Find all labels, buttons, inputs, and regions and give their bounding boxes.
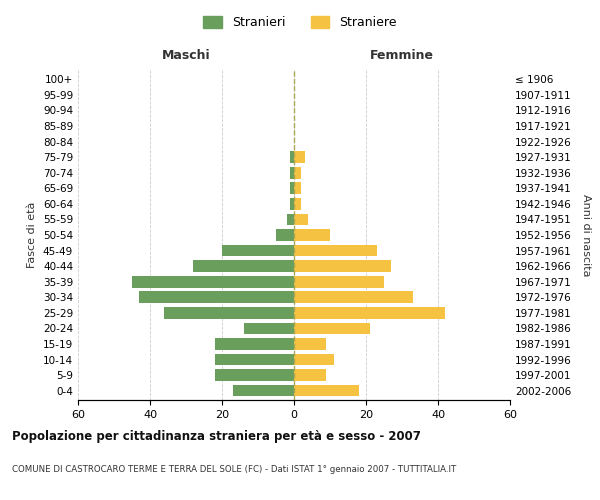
Bar	[294, 370, 326, 381]
Y-axis label: Fasce di età: Fasce di età	[28, 202, 37, 268]
Bar	[290, 152, 294, 163]
Text: Maschi: Maschi	[161, 49, 211, 62]
Bar	[294, 322, 370, 334]
Bar	[294, 354, 334, 366]
Text: Popolazione per cittadinanza straniera per età e sesso - 2007: Popolazione per cittadinanza straniera p…	[12, 430, 421, 443]
Bar	[294, 167, 301, 178]
Bar	[222, 244, 294, 256]
Bar	[290, 167, 294, 178]
Bar	[294, 292, 413, 303]
Bar	[132, 276, 294, 287]
Bar	[164, 307, 294, 318]
Bar	[294, 182, 301, 194]
Bar	[294, 214, 308, 226]
Bar	[244, 322, 294, 334]
Text: COMUNE DI CASTROCARO TERME E TERRA DEL SOLE (FC) - Dati ISTAT 1° gennaio 2007 - : COMUNE DI CASTROCARO TERME E TERRA DEL S…	[12, 465, 456, 474]
Bar	[276, 229, 294, 241]
Bar	[294, 276, 384, 287]
Bar	[193, 260, 294, 272]
Bar	[294, 244, 377, 256]
Bar	[294, 152, 305, 163]
Bar	[294, 338, 326, 350]
Bar	[294, 385, 359, 396]
Bar	[294, 260, 391, 272]
Bar	[290, 198, 294, 209]
Bar	[215, 338, 294, 350]
Bar	[294, 198, 301, 209]
Bar	[287, 214, 294, 226]
Text: Femmine: Femmine	[370, 49, 434, 62]
Bar	[215, 370, 294, 381]
Bar	[290, 182, 294, 194]
Y-axis label: Anni di nascita: Anni di nascita	[581, 194, 591, 276]
Legend: Stranieri, Straniere: Stranieri, Straniere	[198, 11, 402, 34]
Bar	[233, 385, 294, 396]
Bar	[294, 307, 445, 318]
Bar	[294, 229, 330, 241]
Bar	[215, 354, 294, 366]
Bar	[139, 292, 294, 303]
